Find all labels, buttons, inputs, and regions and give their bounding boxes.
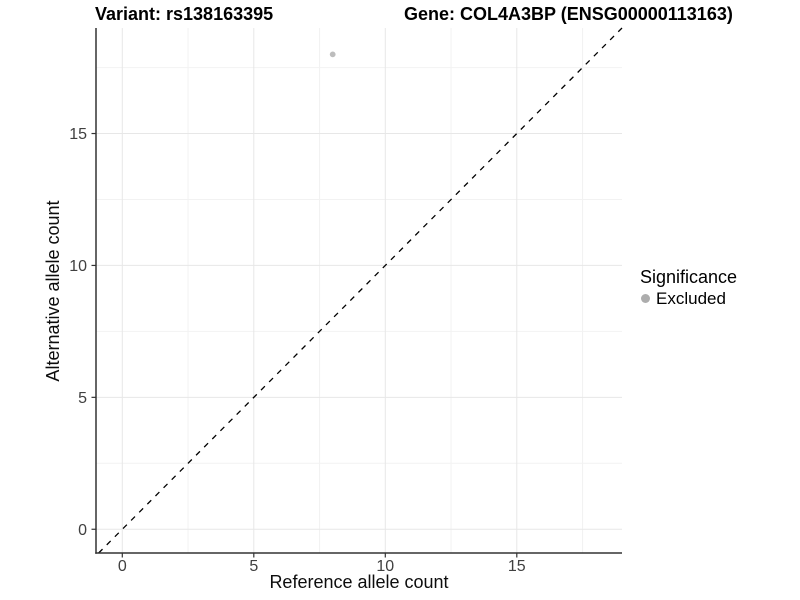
y-tick-label: 5	[78, 390, 87, 407]
data-point	[329, 51, 336, 58]
legend-title: Significance	[640, 267, 738, 287]
x-tick-label: 5	[249, 558, 258, 575]
x-tick-label: 15	[508, 558, 526, 575]
x-tick-label: 0	[118, 558, 127, 575]
excluded-point-icon	[641, 294, 650, 303]
y-tick-label: 0	[78, 522, 87, 539]
legend: Significance Excluded	[637, 267, 737, 309]
legend-item-label: Excluded	[656, 289, 726, 308]
x-axis-title: Reference allele count	[269, 572, 449, 592]
y-axis-title: Alternative allele count	[43, 200, 63, 382]
y-tick-label: 10	[69, 258, 87, 275]
plot-title-variant: Variant: rs138163395	[95, 4, 274, 24]
y-tick-label: 15	[69, 126, 87, 143]
x-tick-label: 10	[376, 558, 394, 575]
identity-dashed-line	[98, 27, 623, 554]
legend-item-excluded: Excluded	[637, 288, 737, 309]
plot-title-gene: Gene: COL4A3BP (ENSG00000113163)	[404, 4, 733, 24]
